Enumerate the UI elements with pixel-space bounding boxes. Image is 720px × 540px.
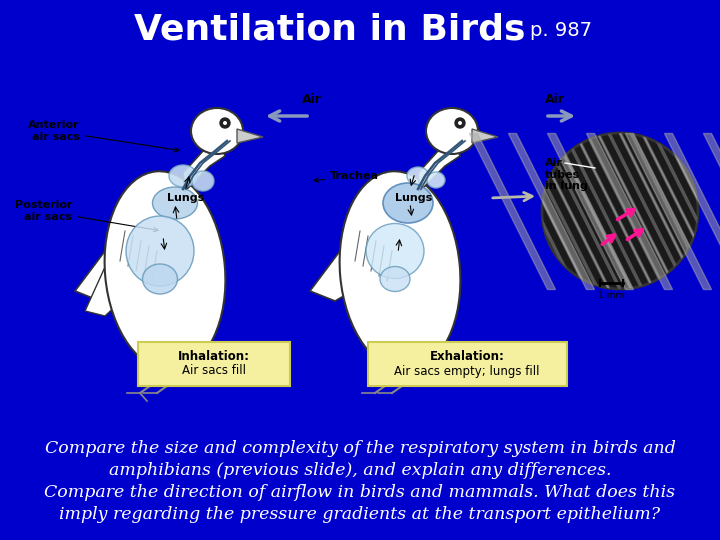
Text: Lungs: Lungs xyxy=(167,193,204,203)
Circle shape xyxy=(455,118,465,128)
Text: Compare the direction of airflow in birds and mammals. What does this: Compare the direction of airflow in bird… xyxy=(45,484,675,501)
Text: Air sacs fill: Air sacs fill xyxy=(182,364,246,377)
Text: Ventilation in Birds: Ventilation in Birds xyxy=(134,12,526,46)
Text: Anterior
air sacs: Anterior air sacs xyxy=(28,120,179,152)
Text: imply regarding the pressure gradients at the transport epithelium?: imply regarding the pressure gradients a… xyxy=(60,506,660,523)
Text: Air: Air xyxy=(302,93,322,106)
Polygon shape xyxy=(75,251,135,301)
Text: p. 987: p. 987 xyxy=(530,22,592,40)
Text: Trachea: Trachea xyxy=(314,171,379,183)
Text: 1 mm: 1 mm xyxy=(598,291,624,300)
Ellipse shape xyxy=(104,171,225,371)
Circle shape xyxy=(223,121,227,125)
Text: Inhalation:: Inhalation: xyxy=(178,349,250,362)
Text: Air sacs empty; lungs fill: Air sacs empty; lungs fill xyxy=(395,364,540,377)
Text: Air: Air xyxy=(545,93,565,106)
Text: amphibians (previous slide), and explain any differences.: amphibians (previous slide), and explain… xyxy=(109,462,611,479)
Ellipse shape xyxy=(380,267,410,292)
Ellipse shape xyxy=(383,183,433,223)
Text: Air
tubes
in lung: Air tubes in lung xyxy=(545,158,588,191)
Polygon shape xyxy=(183,141,225,191)
Ellipse shape xyxy=(366,224,424,279)
Polygon shape xyxy=(472,129,498,143)
Text: Posterior
air sacs: Posterior air sacs xyxy=(14,200,158,232)
Ellipse shape xyxy=(192,171,214,191)
FancyBboxPatch shape xyxy=(368,342,567,386)
Text: Exhalation:: Exhalation: xyxy=(430,349,505,362)
Ellipse shape xyxy=(191,108,243,154)
Ellipse shape xyxy=(153,187,197,219)
Polygon shape xyxy=(85,256,137,316)
Text: Lungs: Lungs xyxy=(395,193,433,203)
Circle shape xyxy=(458,121,462,125)
Polygon shape xyxy=(310,251,370,301)
Ellipse shape xyxy=(169,165,197,187)
Ellipse shape xyxy=(340,171,460,371)
FancyBboxPatch shape xyxy=(138,342,290,386)
Circle shape xyxy=(220,118,230,128)
Circle shape xyxy=(542,133,698,289)
Ellipse shape xyxy=(407,167,429,185)
Ellipse shape xyxy=(143,264,178,294)
Ellipse shape xyxy=(427,172,445,188)
Text: Compare the size and complexity of the respiratory system in birds and: Compare the size and complexity of the r… xyxy=(45,440,675,457)
Ellipse shape xyxy=(426,108,478,154)
Polygon shape xyxy=(237,129,263,143)
Ellipse shape xyxy=(126,216,194,286)
Polygon shape xyxy=(418,141,460,191)
